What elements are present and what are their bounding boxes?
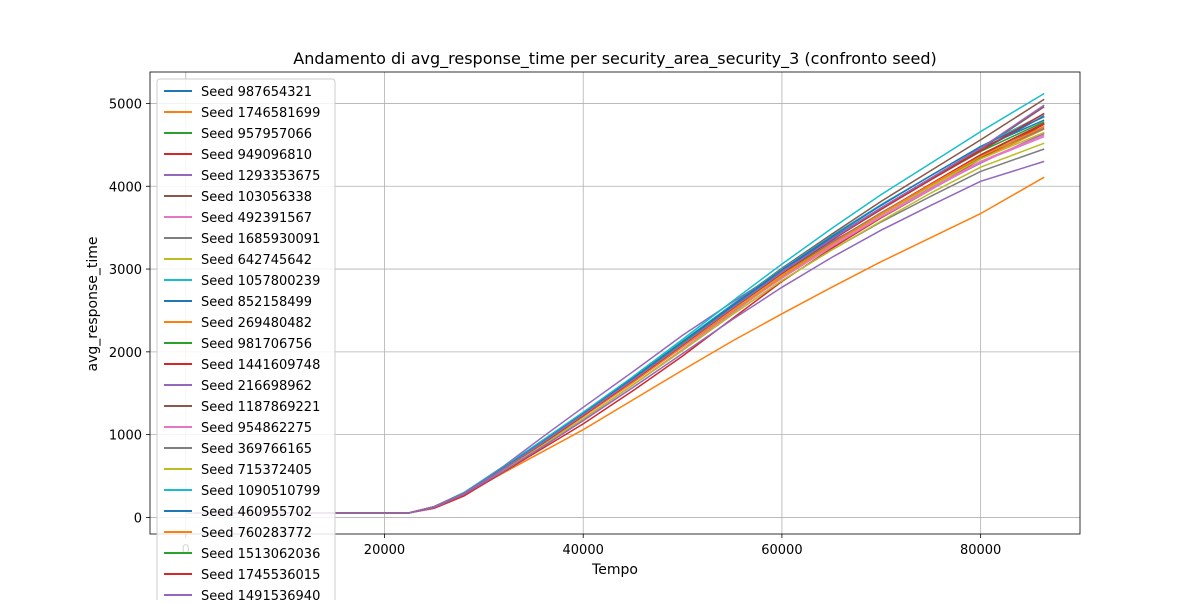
legend-label: Seed 642745642 [201,253,312,268]
x-axis-label: Tempo [591,562,638,578]
legend-label: Seed 715372405 [201,463,312,478]
series-line-15 [185,160,1045,515]
legend-label: Seed 216698962 [201,379,312,394]
legend-label: Seed 1513062036 [201,547,320,562]
chart-title: Andamento di avg_response_time per secur… [293,49,937,69]
y-tick-label: 1000 [109,429,142,444]
y-tick-label: 0 [134,511,142,526]
legend-label: Seed 949096810 [201,148,312,163]
y-tick-label: 5000 [109,97,142,112]
legend-label: Seed 1090510799 [201,484,320,499]
y-axis-label: avg_response_time [85,237,101,372]
legend-label: Seed 492391567 [201,211,312,226]
x-tick-label: 20000 [364,543,405,558]
legend-box [156,78,336,604]
x-tick-label: 80000 [960,543,1001,558]
legend-label: Seed 1685930091 [201,232,320,247]
legend-label: Seed 1187869221 [201,400,320,415]
legend-label: Seed 103056338 [201,190,312,205]
legend-label: Seed 957957066 [201,127,312,142]
legend-label: Seed 760283772 [201,526,312,541]
legend-label: Seed 1746581699 [201,106,320,121]
legend-label: Seed 987654321 [201,85,312,100]
legend-label: Seed 981706756 [201,337,312,352]
legend-label: Seed 1491536940 [201,589,320,600]
series-line-25 [185,104,1045,515]
y-tick-label: 3000 [109,263,142,278]
legend: Seed 987654321 Seed 1746581699 Seed 957957… [156,78,336,604]
legend-label: Seed 954862275 [201,421,312,436]
legend-label: Seed 1745536015 [201,568,320,583]
legend-label: Seed 1293353675 [201,169,320,184]
y-tick-label: 4000 [109,180,142,195]
x-tick-label: 40000 [563,543,604,558]
plot-frame [149,71,1081,535]
y-tick-label: 2000 [109,346,142,361]
legend-label: Seed 369766165 [201,442,312,457]
legend-label: Seed 1057800239 [201,274,320,289]
legend-label: Seed 852158499 [201,295,312,310]
legend-label: Seed 1441609748 [201,358,320,373]
legend-label: Seed 269480482 [201,316,312,331]
x-tick-label: 60000 [761,543,802,558]
legend-label: Seed 460955702 [201,505,312,520]
